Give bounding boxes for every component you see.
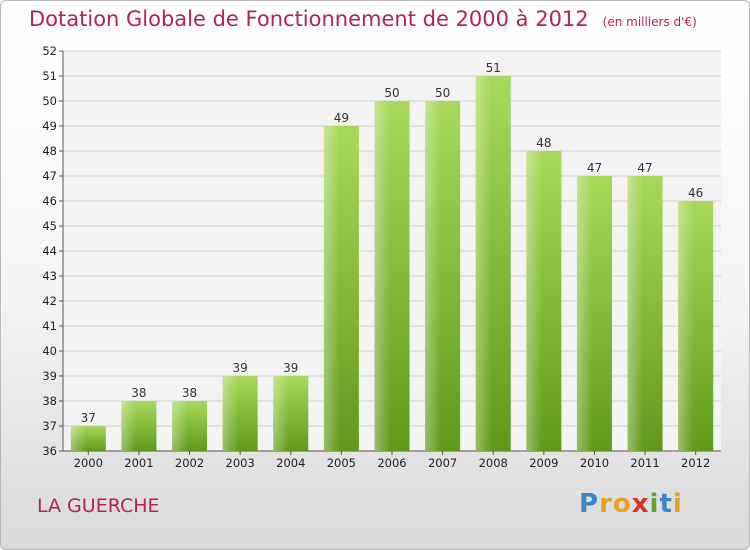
x-tick-label-2002: 2002: [175, 456, 204, 470]
logo-letter: P: [579, 489, 600, 519]
y-tick-label: 52: [42, 44, 57, 58]
bar-highlight-2000: [70, 426, 87, 451]
bar-highlight-2008: [475, 76, 492, 451]
commune-name: LA GUERCHE: [37, 495, 160, 517]
value-label-2001: 38: [131, 386, 146, 400]
bar-highlight-2009: [526, 151, 543, 451]
x-tick-label-2012: 2012: [681, 456, 710, 470]
y-tick-label: 50: [42, 94, 57, 108]
value-label-2006: 50: [384, 86, 399, 100]
x-tick-label-2007: 2007: [428, 456, 457, 470]
y-tick-label: 40: [42, 344, 57, 358]
logo-letter: i: [672, 489, 683, 519]
value-label-2007: 50: [435, 86, 450, 100]
x-tick-label-2004: 2004: [276, 456, 305, 470]
y-tick-label: 36: [42, 444, 57, 458]
y-tick-label: 44: [42, 244, 57, 258]
logo-letter: x: [631, 489, 650, 519]
value-label-2009: 48: [536, 136, 551, 150]
logo-letter: t: [659, 489, 673, 519]
bar-highlight-2003: [222, 376, 239, 451]
bar-layer: 37 38 38 39 39 49 50 50 51 48 47 47 46: [70, 61, 714, 451]
value-label-2004: 39: [283, 361, 298, 375]
value-label-2012: 46: [688, 186, 703, 200]
value-label-2003: 39: [233, 361, 248, 375]
value-label-2010: 47: [587, 161, 602, 175]
bar-highlight-2005: [323, 126, 340, 451]
value-label-2000: 37: [81, 411, 96, 425]
chart-title: Dotation Globale de Fonctionnement de 20…: [29, 7, 697, 31]
y-tick-label: 51: [42, 69, 57, 83]
y-tick-label: 46: [42, 194, 57, 208]
x-tick-label-2011: 2011: [630, 456, 659, 470]
y-tick-label: 48: [42, 144, 57, 158]
x-tick-label-2003: 2003: [226, 456, 255, 470]
chart-title-text: Dotation Globale de Fonctionnement de 20…: [29, 7, 589, 31]
x-tick-label-2010: 2010: [580, 456, 609, 470]
value-label-2008: 51: [486, 61, 501, 75]
chart-subtitle: (en milliers d'€): [602, 15, 697, 29]
y-tick-label: 43: [42, 269, 57, 283]
value-label-2005: 49: [334, 111, 349, 125]
bar-highlight-2002: [172, 401, 188, 451]
x-tick-label-2006: 2006: [377, 456, 406, 470]
proxiti-logo: Proxiti: [579, 489, 683, 519]
logo-letter: i: [649, 489, 660, 519]
x-tick-label-2001: 2001: [124, 456, 153, 470]
bar-highlight-2004: [273, 376, 290, 451]
value-label-2011: 47: [637, 161, 652, 175]
y-tick-label: 42: [42, 294, 57, 308]
bar-highlight-2010: [576, 176, 593, 451]
x-tick-label-2005: 2005: [327, 456, 356, 470]
y-tick-label: 38: [42, 394, 57, 408]
logo-letter: o: [612, 489, 632, 519]
logo-letter: r: [599, 489, 613, 519]
bar-highlight-2011: [627, 176, 644, 451]
y-tick-label: 49: [42, 119, 57, 133]
y-tick-label: 37: [42, 419, 57, 433]
y-tick-label: 47: [42, 169, 57, 183]
x-tick-label-2008: 2008: [479, 456, 508, 470]
bar-highlight-2007: [425, 101, 441, 451]
value-label-2002: 38: [182, 386, 197, 400]
axis-layer: 36 37 38 39 40 41 42 43 44 45 46 47 48 49 50 51 52 2000 20…: [42, 44, 721, 470]
y-tick-label: 41: [42, 319, 57, 333]
x-tick-label-2009: 2009: [529, 456, 558, 470]
bar-highlight-2006: [374, 101, 391, 451]
x-tick-label-2000: 2000: [74, 456, 103, 470]
bar-highlight-2012: [678, 201, 694, 451]
y-tick-label: 39: [42, 369, 57, 383]
bar-highlight-2001: [121, 401, 138, 451]
y-tick-label: 45: [42, 219, 57, 233]
